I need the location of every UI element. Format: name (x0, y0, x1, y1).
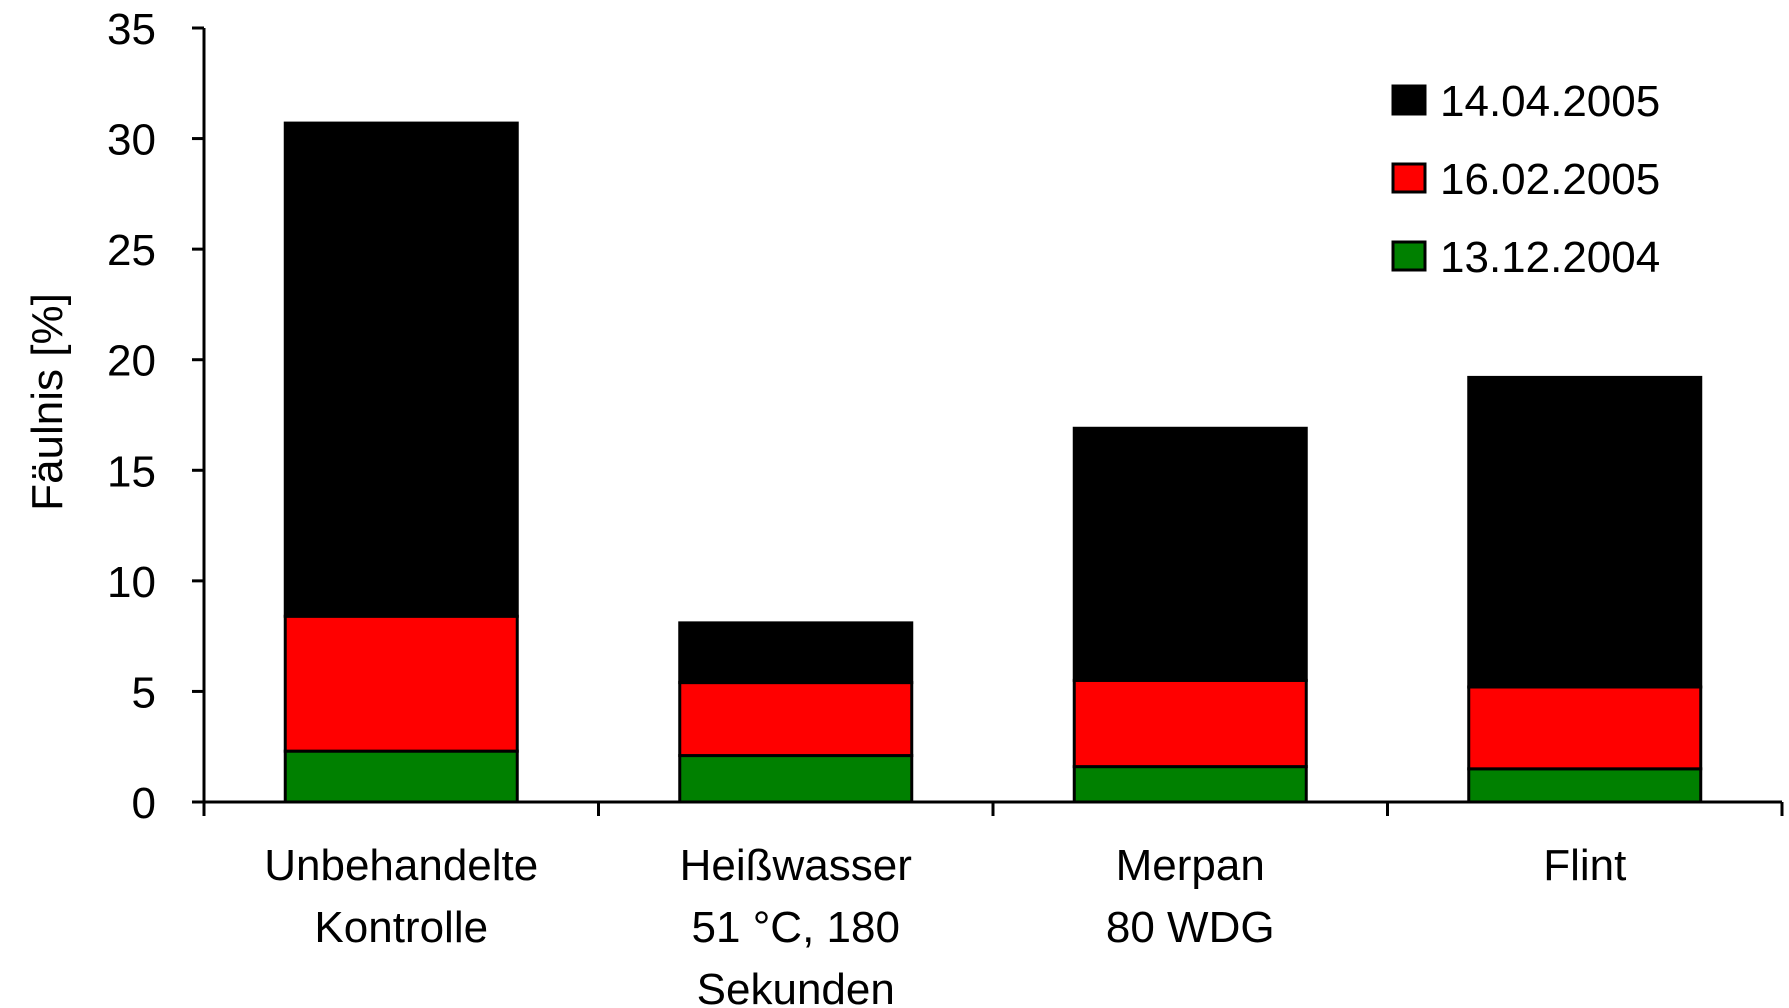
bar-segment (1467, 685, 1703, 771)
bar-segment (283, 749, 519, 804)
bar-segment (678, 681, 914, 758)
bar-segment (1072, 426, 1308, 682)
bar-segment (283, 121, 519, 618)
category-label: Flint (1543, 841, 1626, 890)
legend-label: 13.12.2004 (1440, 233, 1660, 282)
y-tick-label: 15 (107, 447, 156, 496)
y-tick-label: 10 (107, 558, 156, 607)
legend-label: 16.02.2005 (1440, 155, 1660, 204)
legend-swatch (1391, 84, 1427, 116)
x-axis (202, 800, 1784, 816)
bar-segment (678, 621, 914, 685)
legend: 14.04.2005 16.02.2005 13.12.2004 (1391, 77, 1660, 282)
y-axis: 0 5 10 15 20 25 30 35 (107, 5, 206, 828)
y-tick-label: 0 (132, 779, 156, 828)
category-label: Kontrolle (314, 903, 488, 952)
bar-segment (1072, 678, 1308, 769)
category-label: Heißwasser (680, 841, 912, 890)
y-tick-label: 20 (107, 337, 156, 386)
category-label: 80 WDG (1106, 903, 1275, 952)
legend-swatch (1391, 162, 1427, 194)
y-tick-label: 35 (107, 5, 156, 54)
bar-segment (1467, 767, 1703, 804)
category-label: Sekunden (697, 965, 895, 1008)
bar-segment (283, 614, 519, 753)
legend-swatch (1391, 240, 1427, 272)
y-tick-label: 5 (132, 668, 156, 717)
y-tick-label: 30 (107, 116, 156, 165)
category-label: Unbehandelte (264, 841, 538, 890)
bar-segment (1467, 375, 1703, 689)
bars (283, 121, 1703, 804)
y-tick-label: 25 (107, 226, 156, 275)
bar-segment (678, 754, 914, 804)
category-labels: Unbehandelte Kontrolle Heißwasser 51 °C, 18… (264, 841, 1626, 1008)
bar-segment (1072, 765, 1308, 804)
y-axis-title: Fäulnis [%] (23, 293, 72, 511)
category-label: 51 °C, 180 (692, 903, 900, 952)
legend-label: 14.04.2005 (1440, 77, 1660, 126)
category-label: Merpan (1116, 841, 1265, 890)
